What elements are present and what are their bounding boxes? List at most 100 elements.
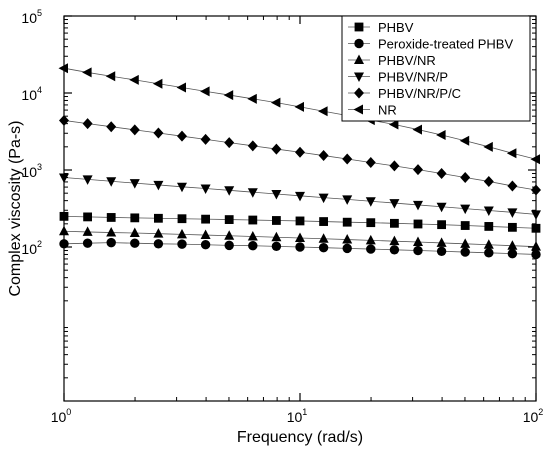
data-point <box>436 168 447 180</box>
data-point <box>389 160 400 172</box>
data-point <box>436 237 447 247</box>
data-point <box>507 222 517 232</box>
data-point <box>271 189 282 200</box>
data-point <box>58 63 68 74</box>
data-point <box>247 140 258 152</box>
data-point <box>271 231 282 242</box>
data-point <box>483 141 493 152</box>
data-point <box>342 195 353 205</box>
data-point <box>390 218 399 228</box>
legend-marker <box>353 104 363 115</box>
data-point <box>437 220 446 230</box>
data-point <box>295 232 305 242</box>
data-point <box>200 86 210 97</box>
data-point <box>413 219 423 229</box>
data-point <box>412 236 423 247</box>
data-point <box>436 246 447 256</box>
data-point <box>460 238 471 248</box>
series-0 <box>59 211 541 233</box>
data-point <box>460 221 470 230</box>
data-point <box>82 175 93 185</box>
data-point <box>413 245 423 256</box>
data-point <box>153 180 164 191</box>
data-point <box>342 153 353 165</box>
data-point <box>105 71 116 82</box>
data-point <box>366 218 376 228</box>
y-tick-label: 102 <box>21 239 42 257</box>
data-point <box>507 180 518 192</box>
y-tick-label: 105 <box>21 8 42 26</box>
data-point <box>129 74 139 85</box>
data-point <box>342 217 352 227</box>
data-point <box>506 148 517 159</box>
series-4 <box>59 114 541 196</box>
data-point <box>129 179 140 189</box>
data-point <box>460 204 471 215</box>
data-point <box>153 239 164 249</box>
data-point <box>342 243 352 254</box>
data-point <box>106 121 117 133</box>
legend-label: PHBV <box>378 20 414 35</box>
data-point <box>224 240 234 251</box>
data-point <box>318 233 329 243</box>
data-point <box>318 242 329 253</box>
data-point <box>294 101 304 112</box>
data-point <box>200 229 211 240</box>
x-tick-label: 100 <box>51 407 72 425</box>
data-point <box>366 244 376 254</box>
data-point <box>129 227 140 237</box>
legend-label: Peroxide-treated PHBV <box>378 37 513 52</box>
data-point <box>389 199 400 209</box>
data-point <box>412 164 423 176</box>
data-point <box>436 129 446 140</box>
data-point <box>507 208 518 218</box>
legend-marker <box>354 54 364 64</box>
data-point <box>176 130 187 142</box>
data-point <box>507 248 518 259</box>
data-point <box>82 238 93 248</box>
data-point <box>153 127 164 139</box>
data-point <box>130 238 140 248</box>
data-point <box>224 230 235 240</box>
data-point <box>318 193 329 204</box>
data-point <box>224 186 235 196</box>
data-point <box>130 213 140 223</box>
data-point <box>295 146 305 158</box>
data-point <box>247 230 258 241</box>
data-point <box>176 182 187 193</box>
legend-label: PHBV/NR/P/C <box>378 86 461 101</box>
data-point <box>459 135 470 146</box>
data-point <box>177 239 187 249</box>
data-point <box>201 214 210 224</box>
data-point <box>388 119 399 130</box>
legend-marker <box>354 22 364 32</box>
data-point <box>152 78 163 89</box>
data-point <box>412 124 422 135</box>
series-3 <box>59 173 541 220</box>
data-point <box>200 133 211 145</box>
legend-label: PHBV/NR/P <box>378 70 448 85</box>
data-point <box>483 206 494 216</box>
data-point <box>318 150 329 162</box>
series-2 <box>59 225 541 251</box>
data-point <box>365 157 376 169</box>
data-point <box>270 97 281 108</box>
data-point <box>507 240 518 250</box>
data-point <box>483 239 494 249</box>
data-point <box>483 175 494 187</box>
data-point <box>436 202 447 213</box>
data-point <box>82 226 93 236</box>
data-point <box>224 215 234 224</box>
legend-marker <box>354 87 364 99</box>
data-point <box>342 234 353 244</box>
legend-marker <box>354 38 364 49</box>
data-point <box>129 124 140 136</box>
data-point <box>295 216 305 226</box>
x-axis-title: Frequency (rad/s) <box>237 429 363 446</box>
data-point <box>224 137 235 149</box>
series-layer <box>58 63 541 260</box>
data-point <box>248 215 258 225</box>
data-point <box>460 171 471 183</box>
data-point <box>271 143 282 155</box>
